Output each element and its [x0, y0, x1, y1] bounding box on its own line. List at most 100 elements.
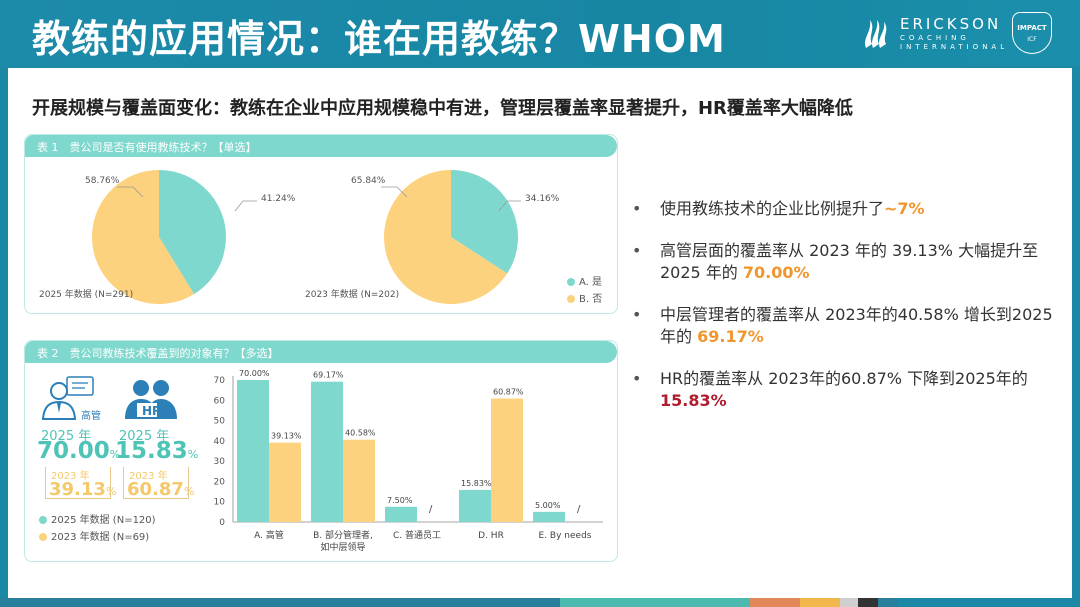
footer-strip-segment [858, 598, 878, 607]
table1-label: 表 1 贵公司是否有使用教练技术？【单选】 [37, 141, 257, 154]
exec-old-pct: % [105, 485, 117, 498]
pie-slice-no [92, 170, 195, 304]
bullet-1-highlight: ~7% [884, 199, 925, 218]
footer-strip-segment [560, 598, 750, 607]
hr-value-pct: % [187, 448, 199, 461]
x-tick-label: A. 高管 [254, 529, 284, 541]
bar-value-label: 15.83% [461, 479, 492, 488]
bullet-1-text: 使用教练技术的企业比例提升了 [660, 199, 885, 218]
bar-value-label: 7.50% [387, 496, 413, 505]
bullet-3-highlight: 69.17% [697, 327, 764, 346]
bullet-4: HR的覆盖率从 2023年的60.87% 下降到2025年的 15.83% [628, 368, 1058, 412]
table2-label: 表 2 贵公司教练技术覆盖到的对象有？【多选】 [37, 347, 279, 360]
bar-2023 [491, 398, 523, 522]
legend-2025-label: 2025 年数据 (N=120) [51, 515, 156, 526]
bar-value-label: 5.00% [535, 501, 561, 510]
exec-year: 2025 年 [41, 429, 92, 444]
bar-2025 [533, 511, 565, 522]
bullet-2: 高管层面的覆盖率从 2023 年的 39.13% 大幅提升至 2025 年的 7… [628, 240, 1058, 284]
table1-panel: 表 1 贵公司是否有使用教练技术？【单选】 58.76% 41.24% 2025 年… [24, 134, 618, 314]
bullet-2-text: 高管层面的覆盖率从 2023 年的 39.13% 大幅提升至 2025 年的 [660, 241, 1039, 282]
hr-old-year: 2023 年 [129, 471, 168, 482]
table1-header: 表 1 贵公司是否有使用教练技术？【单选】 [25, 135, 617, 157]
badge-sub: ICF [1027, 36, 1037, 43]
hr-old-num: 60.87 [127, 479, 184, 500]
y-tick-label: 60 [214, 396, 226, 406]
exec-value-pct: % [109, 448, 121, 461]
bullet-4-highlight: 15.83% [660, 391, 727, 410]
hr-old-value: 60.87% [127, 479, 194, 500]
bar-na-label: / [429, 504, 433, 515]
y-tick-label: 40 [214, 437, 226, 447]
logo-sub-1: COACHING [900, 34, 970, 42]
pie-label-yes: 41.24% [261, 194, 296, 204]
legend-2023-dot [39, 533, 47, 541]
hr-value-num: 15.83 [115, 438, 188, 464]
legend-2023: 2023 年数据 (N=69) [39, 528, 149, 543]
slide-subtitle: 开展规模与覆盖面变化：教练在企业中应用规模稳中有进，管理层覆盖率显著提升，HR覆… [32, 98, 853, 119]
y-tick-label: 10 [214, 498, 226, 508]
x-tick-label: 如中层领导 [320, 541, 365, 553]
hr-old-pct: % [183, 485, 195, 498]
pie-leader-yes [498, 200, 521, 212]
badge-main: IMPACT [1017, 24, 1047, 32]
legend-2023-label: 2023 年数据 (N=69) [51, 532, 150, 543]
legend-2025-dot [39, 516, 47, 524]
hr-bracket [123, 467, 189, 499]
pie-leader-yes [234, 200, 257, 212]
hr-year: 2025 年 [119, 429, 170, 444]
pie-slice-no [384, 170, 508, 304]
exec-value: 70.00% [37, 438, 120, 464]
x-tick-label: B. 部分管理者, [313, 529, 373, 541]
bullet-4-text: HR的覆盖率从 2023年的60.87% 下降到2025年的 [660, 369, 1028, 388]
pie-caption: 2025 年数据 (N=291) [39, 288, 133, 300]
erickson-logo: ERICKSON COACHING INTERNATIONAL [858, 12, 1004, 58]
legend-yes-label: A. 是 [579, 277, 603, 288]
bar-2023 [343, 439, 375, 522]
legend-yes: A. 是 [567, 273, 602, 288]
page-title: 教练的应用情况：谁在用教练？WHOM [32, 17, 726, 61]
bar-chart: 0 10 20 30 40 50 60 70 70.00% 39.13% A. 高管 69.17% 40… [214, 369, 603, 553]
legend-no: B. 否 [567, 290, 602, 305]
slide-content: 开展规模与覆盖面变化：教练在企业中应用规模稳中有进，管理层覆盖率显著提升，HR覆… [8, 68, 1072, 598]
exec-bracket [45, 467, 111, 499]
exec-value-num: 70.00 [37, 438, 110, 464]
y-tick-label: 70 [214, 376, 226, 386]
pie-slice-yes [159, 170, 226, 295]
hr-value: 15.83% [115, 438, 198, 464]
bullet-3-text: 中层管理者的覆盖率从 2023年的40.58% 增长到2025年的 [660, 305, 1053, 346]
table2-panel: 表 2 贵公司教练技术覆盖到的对象有？【多选】 高管 HR 2025 年 70.… [24, 340, 618, 562]
pie-label-no: 58.76% [85, 176, 120, 186]
bar-2023 [269, 442, 301, 522]
bar-na-label: / [577, 504, 581, 515]
logo-name: ERICKSON [900, 15, 1002, 33]
legend-2025: 2025 年数据 (N=120) [39, 511, 156, 526]
x-tick-label: D. HR [478, 531, 504, 541]
legend-no-dot [567, 295, 575, 303]
pie-leader-no [117, 186, 144, 198]
pie-label-yes: 34.16% [525, 194, 560, 204]
bar-2025 [385, 506, 417, 522]
exec-old-year: 2023 年 [51, 471, 90, 482]
exec-icon-label: 高管 [81, 411, 101, 422]
x-tick-label: E. By needs [539, 531, 592, 541]
bar-value-label: 60.87% [493, 388, 524, 397]
bullet-list: 使用教练技术的企业比例提升了~7% 高管层面的覆盖率从 2023 年的 39.1… [628, 198, 1058, 432]
pie-slice-yes [451, 170, 518, 274]
flame-icon [865, 20, 887, 48]
exec-old-num: 39.13 [49, 479, 106, 500]
legend-no-label: B. 否 [579, 294, 603, 305]
y-tick-label: 0 [219, 518, 225, 528]
pie-charts: 58.76% 41.24% 2025 年数据 (N=291) 65.84% 34.16%… [39, 170, 560, 304]
pie-label-no: 65.84% [351, 176, 386, 186]
logo-sub-2: INTERNATIONAL [900, 43, 1009, 51]
y-tick-label: 50 [214, 417, 226, 427]
footer-strip-segment [750, 598, 800, 607]
footer-strip-segment [800, 598, 840, 607]
y-tick-label: 20 [214, 477, 226, 487]
bar-value-label: 39.13% [271, 432, 302, 441]
exec-old-value: 39.13% [49, 479, 116, 500]
legend-yes-dot [567, 278, 575, 286]
footer-strip-segment [878, 598, 898, 607]
table2-header: 表 2 贵公司教练技术覆盖到的对象有？【多选】 [25, 341, 617, 363]
